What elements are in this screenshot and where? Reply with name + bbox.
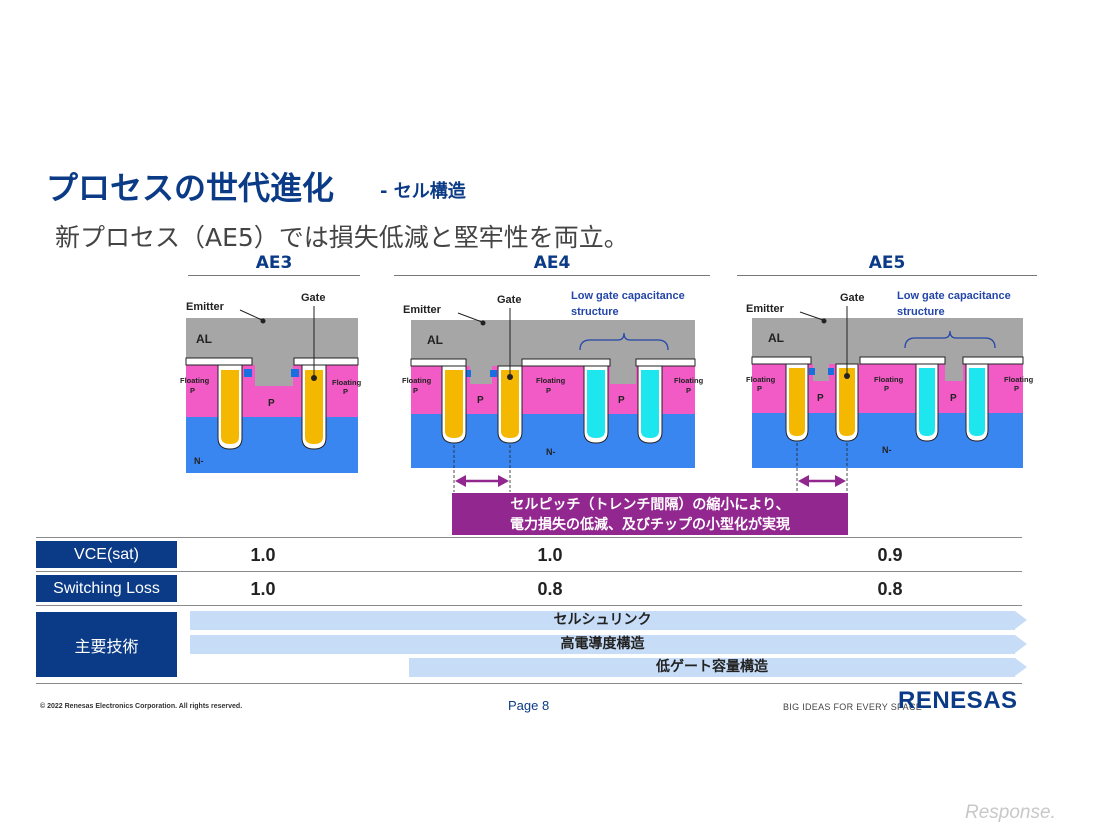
gen-header-ae4: AE4 [533,253,571,273]
svg-text:Gate: Gate [497,294,521,306]
vcesat-ae4: 1.0 [537,545,563,565]
gen-divider-ae3 [188,275,360,276]
svg-text:P: P [1014,384,1019,393]
callout-line-2: 電力損失の低減、及びチップの小型化が実現 [510,517,790,533]
table-divider [36,571,1022,572]
footer-divider [36,683,1022,684]
gen-header-ae5: AE5 [868,253,906,273]
copyright: © 2022 Renesas Electronics Corporation. … [40,703,243,710]
svg-text:Floating: Floating [1004,375,1034,384]
gen-divider-ae5 [737,275,1037,276]
vcesat-ae3: 1.0 [250,545,276,565]
ae3-floating-right-p: P [343,387,348,396]
renesas-logo: RENESAS [898,687,1018,714]
tech-label: 主要技術 [36,612,177,677]
gen-divider-ae4 [394,275,710,276]
svg-text:P: P [686,386,691,395]
ae3-cell: AL Floating P Floating P P N- Emitter Ga… [180,292,362,473]
tagline: BIG IDEAS FOR EVERY SPACE [783,702,923,712]
svg-text:P: P [477,395,484,406]
ae3-n-plus-right [291,369,299,377]
ae3-floating-right: Floating [332,378,362,387]
switching-loss-ae4: 0.8 [537,579,563,599]
svg-text:Low gate capacitance: Low gate capacitance [571,290,685,302]
table-divider [36,605,1022,606]
svg-text:P: P [950,393,957,404]
tech-item-cell-shrink: セルシュリンク [553,612,652,628]
ae3-floating-left-p: P [190,386,195,395]
page-title-suffix: - セル構造 [380,181,466,202]
ae5-cell: AL Floating P Floating P Floating P P P … [746,290,1034,492]
svg-text:P: P [413,386,418,395]
tech-item-low-gate-capacitance: 低ゲート容量構造 [656,659,768,675]
ae3-oxide-left [185,357,253,366]
svg-text:Floating: Floating [746,375,776,384]
svg-text:P: P [546,386,551,395]
ae3-al-layer [186,318,358,365]
svg-text:Low gate capacitance: Low gate capacitance [897,290,1011,302]
table-divider [36,537,1022,538]
ae3-al-contact [255,365,293,386]
svg-text:P: P [817,393,824,404]
svg-text:AL: AL [768,331,784,345]
tech-bar-low-gate-capacitance: 低ゲート容量構造 [409,658,1027,677]
ae3-n-label: N- [194,456,204,466]
tech-bar-cell-shrink: セルシュリンク [190,611,1027,630]
svg-text:Floating: Floating [674,376,704,385]
page-title: プロセスの世代進化 [46,169,335,207]
ae3-gate-label: Gate [301,292,325,304]
ae3-emitter-label: Emitter [186,301,225,313]
gen-header-ae3: AE3 [255,253,293,273]
svg-text:Gate: Gate [840,292,864,304]
callout-line-1: セルピッチ（トレンチ間隔）の縮小により、 [510,497,790,513]
svg-text:Floating: Floating [874,375,904,384]
ae3-al-label: AL [196,332,212,346]
vcesat-ae5: 0.9 [877,545,903,565]
svg-text:P: P [884,384,889,393]
svg-text:Floating: Floating [402,376,432,385]
switching-loss-ae5: 0.8 [877,579,903,599]
tech-item-high-conductivity: 高電導度構造 [560,636,645,652]
svg-text:N-: N- [546,447,556,457]
cell-structure-diagram: AL Floating P Floating P P N- Emitter Ga… [180,290,1034,492]
tech-bar-high-conductivity: 高電導度構造 [190,635,1027,654]
switching-loss-ae3: 1.0 [250,579,276,599]
ae3-n-plus-left [244,369,252,377]
ae3-gate-left [221,370,239,444]
ae4-al-layer [411,320,695,366]
svg-text:Emitter: Emitter [403,304,442,316]
ae3-oxide-right [293,357,359,366]
ae5-al-layer [752,318,1023,364]
ae4-cell: AL Floating P Floating P Floating P P P … [402,290,704,492]
ae3-floating-left: Floating [180,376,210,385]
metric-label-vcesat: VCE(sat) [36,541,177,568]
svg-text:P: P [757,384,762,393]
ae3-gate-right [305,370,323,444]
svg-text:P: P [618,395,625,406]
ae3-p-label: P [268,398,275,409]
page-subtitle: 新プロセス（AE5）では損失低減と堅牢性を両立。 [55,223,629,252]
svg-text:structure: structure [571,306,619,318]
metric-label-switching-loss: Switching Loss [36,575,177,602]
watermark: Response. [965,802,1056,823]
svg-text:structure: structure [897,306,945,318]
svg-text:AL: AL [427,333,443,347]
page-number: Page 8 [508,698,550,713]
svg-text:Floating: Floating [536,376,566,385]
svg-text:Emitter: Emitter [746,303,785,315]
cell-pitch-callout: セルピッチ（トレンチ間隔）の縮小により、 電力損失の低減、及びチップの小型化が実… [452,493,848,535]
svg-text:N-: N- [882,445,892,455]
